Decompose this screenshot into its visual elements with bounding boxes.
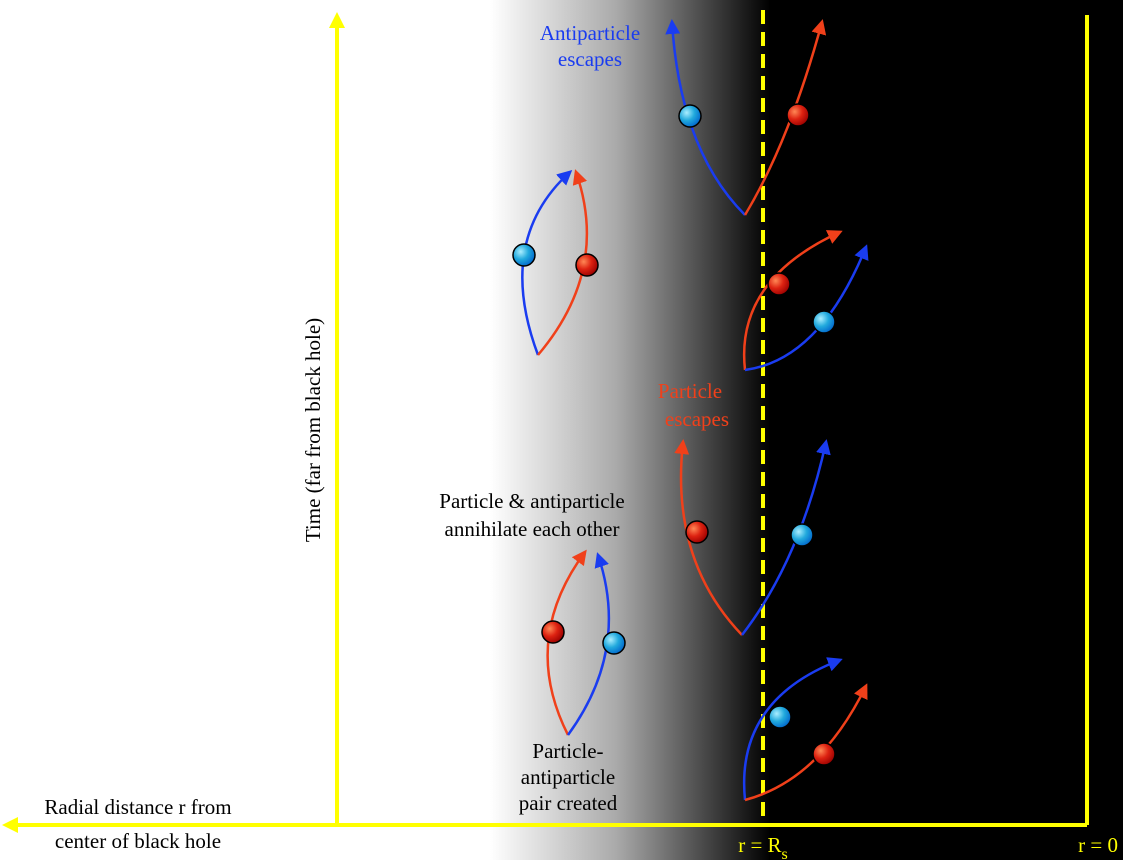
label: Particle & antiparticle xyxy=(439,489,624,513)
label: pair created xyxy=(519,791,618,815)
center-label: r = 0 xyxy=(1078,833,1118,857)
antiparticle xyxy=(769,706,791,728)
axis-arrow xyxy=(329,12,345,28)
particle xyxy=(686,521,708,543)
label: escapes xyxy=(665,407,729,431)
particle xyxy=(542,621,564,643)
particle xyxy=(813,743,835,765)
label: escapes xyxy=(558,47,622,71)
antiparticle xyxy=(813,311,835,333)
diagram: Antiparticle escapes Particle escapes Pa… xyxy=(0,0,1123,860)
black-hole-region xyxy=(769,0,1123,860)
antiparticle xyxy=(791,524,813,546)
particle xyxy=(768,273,790,295)
label: antiparticle xyxy=(521,765,615,789)
antiparticle xyxy=(603,632,625,654)
horizon-main: r = R xyxy=(738,833,781,857)
label: annihilate each other xyxy=(445,517,620,541)
axis-label: Radial distance r from xyxy=(44,795,231,819)
axis-label: Time (far from black hole) xyxy=(301,318,325,542)
label: Antiparticle xyxy=(540,21,640,45)
particle xyxy=(576,254,598,276)
horizon-label: r = Rs xyxy=(738,833,788,860)
horizon-sub: s xyxy=(782,846,788,860)
antiparticle xyxy=(513,244,535,266)
axis-arrow xyxy=(2,817,18,833)
antiparticle xyxy=(679,105,701,127)
particle xyxy=(787,104,809,126)
axis-label: center of black hole xyxy=(55,829,221,853)
label: Particle xyxy=(658,379,722,403)
label: Particle- xyxy=(532,739,603,763)
